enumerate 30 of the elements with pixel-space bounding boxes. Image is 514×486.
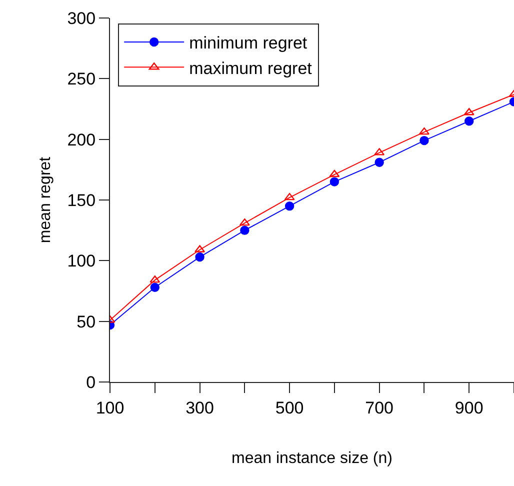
y-axis-title: mean regret [37,156,54,244]
point [284,192,295,200]
y-tick-label: 0 [86,372,96,392]
y-tick-label: 300 [67,8,96,28]
x-tick-label: 900 [454,398,484,418]
point [195,252,204,262]
x-axis-title: mean instance size (n) [232,450,392,468]
point [420,136,429,146]
y-tick-label: 150 [67,190,96,210]
point [330,177,340,186]
point [239,218,250,226]
legend-label: maximum regret [189,58,312,78]
y-tick-label: 250 [67,70,96,89]
x-tick-label: 300 [186,398,214,418]
point [194,245,205,252]
y-tick-label: 200 [67,130,96,150]
x-tick-label: 500 [275,398,304,418]
x-tick-label: 700 [365,398,394,418]
point [150,282,160,292]
point [150,275,160,283]
point [374,158,384,167]
y-tick-label: 50 [76,312,96,332]
point [329,170,340,178]
point [240,226,250,235]
y-tick-label: 100 [67,252,96,271]
point [284,201,294,211]
point [419,127,430,135]
point [464,116,474,126]
x-tick-label: 100 [96,398,124,418]
legend-label: minimum regret [189,34,308,53]
